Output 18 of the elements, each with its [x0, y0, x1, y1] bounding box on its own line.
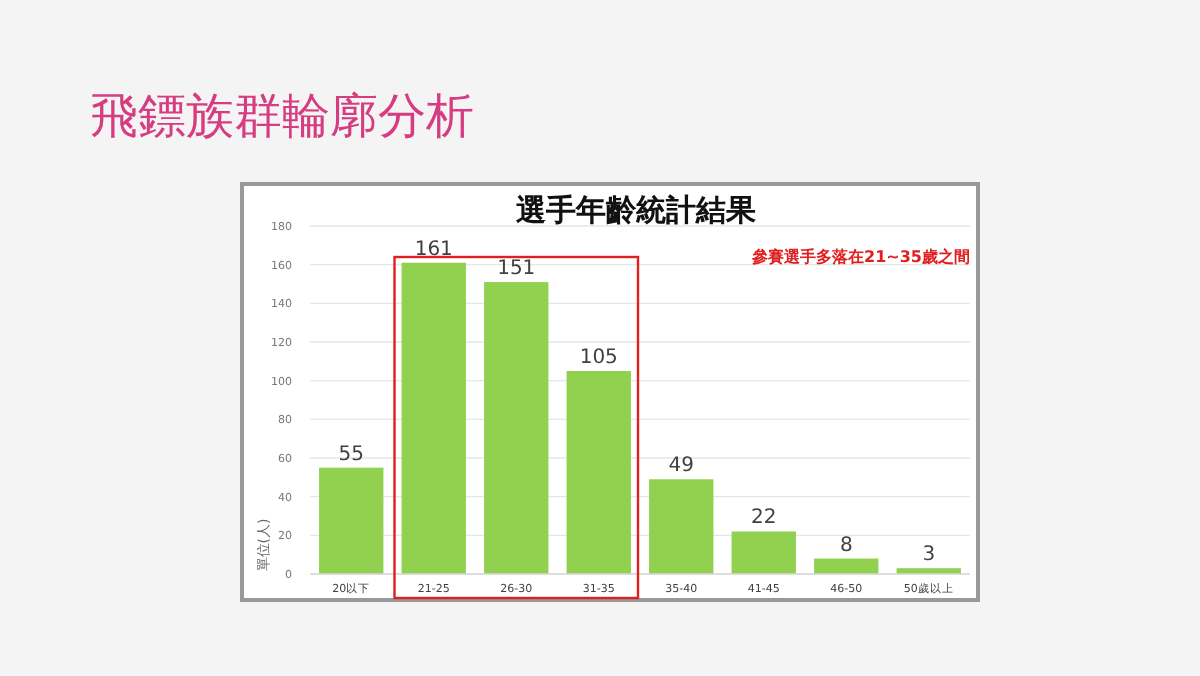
data-label: 151: [497, 258, 536, 281]
data-label: 3: [922, 544, 936, 567]
bar: [484, 282, 549, 574]
bar: [319, 467, 384, 574]
bar: [401, 262, 466, 574]
data-label: 8: [839, 534, 853, 557]
chart-title: 選手年齡統計結果: [514, 192, 758, 228]
bar: [814, 558, 879, 574]
data-label: 22: [751, 507, 777, 530]
bar: [731, 531, 796, 574]
chart-subtitle: 飛鏢族群輪廓分析: [90, 88, 474, 144]
data-label: 105: [579, 347, 618, 369]
data-label: 49: [668, 455, 694, 478]
bar: [566, 371, 631, 574]
annotation: 參賽選手多落在21~35歲之間: [750, 246, 970, 266]
bar: [649, 479, 714, 574]
data-label: 161: [414, 238, 453, 261]
data-label: 55: [338, 443, 364, 466]
